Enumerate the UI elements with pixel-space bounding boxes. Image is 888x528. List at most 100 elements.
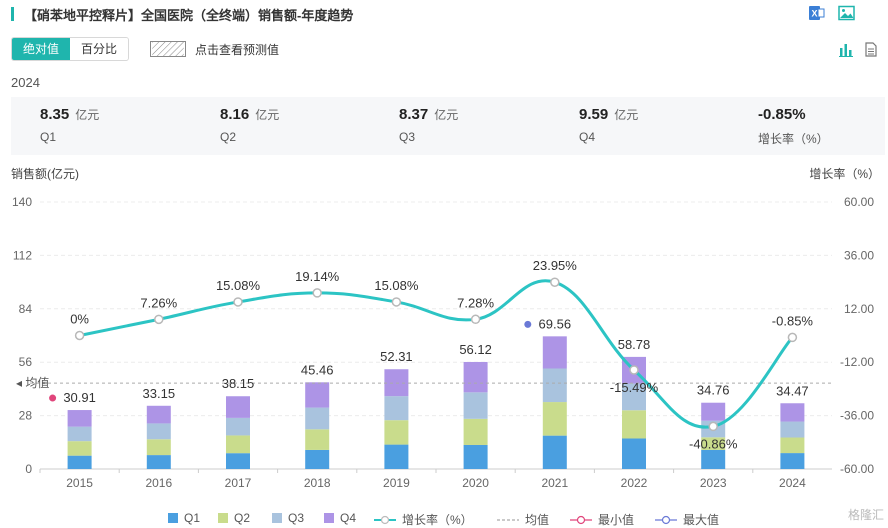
bar-q1-2022: [622, 438, 646, 469]
legend-min[interactable]: 最小值: [570, 511, 634, 528]
y2-tick-label: -36.00: [840, 409, 874, 423]
summary-q1-unit: 亿元: [75, 108, 100, 122]
summary-panel: 8.35 亿元 Q1 8.16 亿元 Q2 8.37 亿元 Q3 9.59 亿元 Q4 …: [11, 97, 885, 155]
y2-tick-label: 36.00: [844, 248, 874, 262]
legend-q3[interactable]: Q3: [272, 511, 304, 525]
bar-q3-2019: [384, 396, 409, 421]
bar-q1-2019: [384, 444, 409, 469]
legend-average[interactable]: 均值: [497, 511, 549, 528]
growth-point-2024: [787, 332, 798, 343]
total-label-2020: 56.12: [459, 342, 492, 357]
bar-q1-2021: [542, 435, 567, 469]
legend-min-marker: [570, 515, 592, 524]
bar-chart-icon[interactable]: [839, 42, 853, 57]
max-marker: [524, 320, 532, 328]
tab-absolute[interactable]: 绝对值: [12, 38, 71, 60]
bar-q3-2015: [67, 426, 92, 442]
growth-point-2019: [391, 297, 402, 307]
y-tick-label: 84: [19, 302, 33, 316]
growth-label-2015: 0%: [70, 312, 89, 327]
x-tick-label: 2018: [304, 476, 331, 490]
legend-q2-label: Q2: [234, 511, 251, 525]
legend-average-marker: [497, 518, 519, 521]
x-tick-label: 2020: [462, 476, 489, 490]
total-label-2018: 45.46: [301, 362, 334, 377]
bar-q4-2016: [146, 405, 171, 424]
image-export-icon[interactable]: [838, 5, 855, 21]
forecast-toggle[interactable]: [150, 41, 186, 57]
title-bar: 【硝苯地平控释片】全国医院（全终端）销售额-年度趋势 X: [0, 0, 888, 28]
total-label-2023: 34.76: [697, 383, 730, 398]
bar-q4-2021: [542, 336, 567, 369]
bar-q1-2017: [226, 453, 250, 469]
growth-label-2021: 23.95%: [533, 258, 578, 273]
tab-percentage[interactable]: 百分比: [70, 38, 129, 60]
legend-growth-label: 增长率（%）: [402, 513, 473, 527]
legend-q1[interactable]: Q1: [168, 511, 200, 525]
chart-title: 【硝苯地平控释片】全国医院（全终端）销售额-年度趋势: [24, 8, 354, 23]
growth-point-2023: [708, 421, 718, 432]
summary-q3: 8.37 亿元 Q3: [399, 106, 458, 144]
y2-tick-label: -60.00: [840, 462, 874, 476]
x-tick-label: 2024: [779, 476, 806, 490]
growth-point-2018: [312, 288, 322, 298]
bar-q1-2018: [305, 449, 330, 469]
summary-q3-unit: 亿元: [434, 108, 459, 122]
summary-growth: -0.85% 增长率（%）: [758, 106, 829, 147]
y2-tick-label: -12.00: [840, 355, 874, 369]
forecast-label[interactable]: 点击查看预测值: [195, 43, 280, 57]
legend-q2[interactable]: Q2: [218, 511, 250, 525]
summary-q4-unit: 亿元: [614, 108, 639, 122]
growth-point-2017: [233, 297, 243, 307]
legend-q4-swatch: [324, 513, 334, 523]
growth-label-2024: -0.85%: [772, 313, 814, 328]
bar-q4-2024: [780, 403, 805, 422]
x-tick-label: 2015: [66, 476, 93, 490]
x-tick-label: 2017: [225, 476, 252, 490]
bar-q3-2018: [305, 407, 330, 430]
bar-q4-2020: [463, 361, 488, 393]
growth-label-2019: 15.08%: [374, 278, 419, 293]
bar-q2-2016: [146, 439, 171, 456]
total-label-2024: 34.47: [776, 383, 809, 398]
growth-point-2015: [74, 330, 85, 341]
growth-label-2020: 7.28%: [457, 295, 494, 310]
bar-q1-2020: [463, 444, 488, 469]
legend-max[interactable]: 最大值: [655, 511, 719, 528]
growth-label-2023: -40.86%: [689, 436, 738, 451]
excel-export-icon[interactable]: X: [808, 5, 825, 21]
legend-q4[interactable]: Q4: [324, 511, 356, 525]
bar-q2-2015: [67, 441, 92, 456]
legend-q3-label: Q3: [288, 511, 305, 525]
x-tick-label: 2022: [621, 476, 648, 490]
growth-label-2016: 7.26%: [140, 295, 177, 310]
legend-growth[interactable]: 增长率（%）: [374, 511, 473, 528]
growth-label-2018: 19.14%: [295, 269, 340, 284]
summary-q1-label: Q1: [40, 130, 57, 144]
summary-growth-value: -0.85%: [758, 106, 806, 123]
y-tick-label: 28: [19, 409, 33, 423]
y-tick-label: 56: [19, 355, 33, 369]
summary-q2: 8.16 亿元 Q2: [220, 106, 279, 144]
summary-q2-label: Q2: [220, 130, 237, 144]
title-accent-bar: [11, 7, 14, 21]
x-tick-label: 2019: [383, 476, 410, 490]
summary-q3-value: 8.37: [399, 106, 429, 123]
legend-max-marker: [655, 515, 677, 524]
legend-q4-label: Q4: [340, 511, 357, 525]
bar-q2-2023: [701, 437, 726, 450]
growth-point-2016: [154, 314, 164, 325]
document-icon[interactable]: [864, 42, 878, 57]
legend-q1-swatch: [168, 513, 178, 523]
bar-q3-2020: [463, 392, 488, 419]
bar-q2-2024: [780, 437, 805, 454]
total-label-2021: 69.56: [539, 316, 572, 331]
legend-min-label: 最小值: [598, 513, 635, 527]
bar-q3-2016: [146, 423, 171, 440]
total-label-2019: 52.31: [380, 349, 413, 364]
bar-q4-2017: [226, 396, 250, 418]
sales-chart: 0 28 56 84 112 140 -60.00 -36.00 -12.00 12.00 36.0…: [12, 195, 874, 490]
bar-q4-2018: [305, 382, 330, 408]
growth-label-2017: 15.08%: [216, 278, 261, 293]
legend-q1-label: Q1: [184, 511, 201, 525]
